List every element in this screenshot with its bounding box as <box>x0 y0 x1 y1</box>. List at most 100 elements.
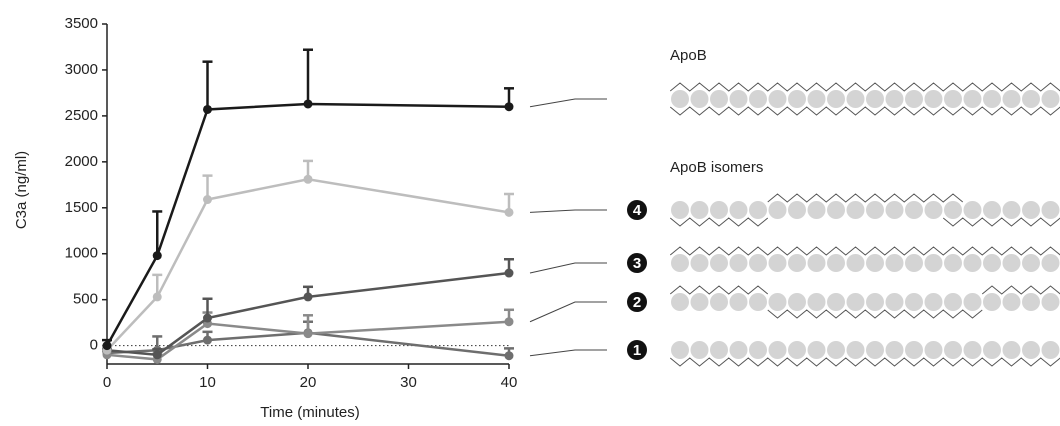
series-line <box>106 271 510 357</box>
residue <box>1041 90 1060 108</box>
y-tick-label: 1000 <box>65 245 98 262</box>
y-tick-label: 2000 <box>65 153 98 170</box>
residue <box>963 254 982 272</box>
residue <box>1022 341 1040 359</box>
isomers-label: ApoB isomers <box>670 159 763 176</box>
residue <box>905 293 923 311</box>
x-tick-label: 30 <box>400 374 417 391</box>
residue <box>866 201 884 219</box>
residue <box>729 90 748 108</box>
connector <box>529 301 607 323</box>
badge <box>627 253 647 273</box>
badge <box>627 292 647 312</box>
residue <box>788 341 806 359</box>
x-tick-label: 20 <box>300 374 317 391</box>
residue <box>1041 341 1060 359</box>
x-axis-title: Time (minutes) <box>260 404 359 421</box>
x-tick-label: 10 <box>199 374 216 391</box>
residue <box>827 201 845 219</box>
residue <box>729 341 748 359</box>
residue <box>1002 201 1021 219</box>
residue <box>788 201 806 219</box>
connector <box>529 262 607 274</box>
residue <box>983 293 1001 311</box>
residue <box>710 293 728 311</box>
zigzag <box>669 82 1060 92</box>
residue <box>1041 201 1060 219</box>
badge-label: 4 <box>633 202 642 219</box>
connector <box>529 98 607 108</box>
residue <box>963 201 982 219</box>
data-point <box>504 268 514 278</box>
residue <box>827 254 845 272</box>
residue <box>885 90 904 108</box>
residue <box>1002 254 1021 272</box>
residue <box>749 201 767 219</box>
y-axis-title: C3a (ng/ml) <box>13 151 30 229</box>
y-tick-label: 2500 <box>65 107 98 124</box>
residue <box>1022 201 1040 219</box>
residue <box>788 293 806 311</box>
residue <box>905 90 923 108</box>
data-point <box>203 335 212 345</box>
error-bar <box>152 210 163 256</box>
zigzag <box>767 193 964 203</box>
residue <box>885 254 904 272</box>
residue <box>885 201 904 219</box>
data-point <box>102 341 112 351</box>
residue <box>807 254 826 272</box>
residue <box>983 201 1001 219</box>
residue <box>690 293 709 311</box>
residue <box>710 254 728 272</box>
data-point <box>203 195 212 205</box>
data-point <box>152 350 162 360</box>
residue <box>944 293 962 311</box>
data-point <box>303 99 313 109</box>
residue <box>671 293 689 311</box>
residue <box>807 293 826 311</box>
data-point <box>303 174 313 184</box>
y-tick-label: 0 <box>90 337 98 354</box>
error-bar <box>202 60 213 110</box>
residue <box>866 341 884 359</box>
residue <box>963 341 982 359</box>
zigzag <box>669 285 769 295</box>
residue <box>768 341 787 359</box>
residue <box>866 254 884 272</box>
badge-label: 3 <box>633 255 641 272</box>
zigzag <box>669 217 769 227</box>
residue <box>963 293 982 311</box>
residue <box>827 293 845 311</box>
residue <box>866 90 884 108</box>
residue <box>846 341 865 359</box>
zigzag <box>942 217 1060 227</box>
residue <box>671 341 689 359</box>
y-tick-label: 1500 <box>65 199 98 216</box>
residue <box>963 90 982 108</box>
residue <box>885 293 904 311</box>
residue <box>749 341 767 359</box>
residue <box>1022 293 1040 311</box>
residue <box>924 201 943 219</box>
residue <box>846 254 865 272</box>
x-tick-label: 40 <box>501 374 518 391</box>
residue <box>905 201 923 219</box>
residue <box>846 293 865 311</box>
apob-label: ApoB <box>670 47 707 64</box>
data-point <box>504 102 514 112</box>
badge-label: 1 <box>633 342 641 359</box>
residue <box>768 201 787 219</box>
y-tick-label: 500 <box>73 291 98 308</box>
data-point <box>203 104 212 114</box>
data-point <box>504 207 514 217</box>
zigzag <box>669 106 1060 116</box>
residue <box>1002 293 1021 311</box>
residue <box>944 201 962 219</box>
data-point <box>203 313 212 323</box>
residue <box>924 341 943 359</box>
connector <box>529 349 607 357</box>
residue <box>1022 254 1040 272</box>
residue <box>671 254 689 272</box>
data-point <box>152 292 162 302</box>
